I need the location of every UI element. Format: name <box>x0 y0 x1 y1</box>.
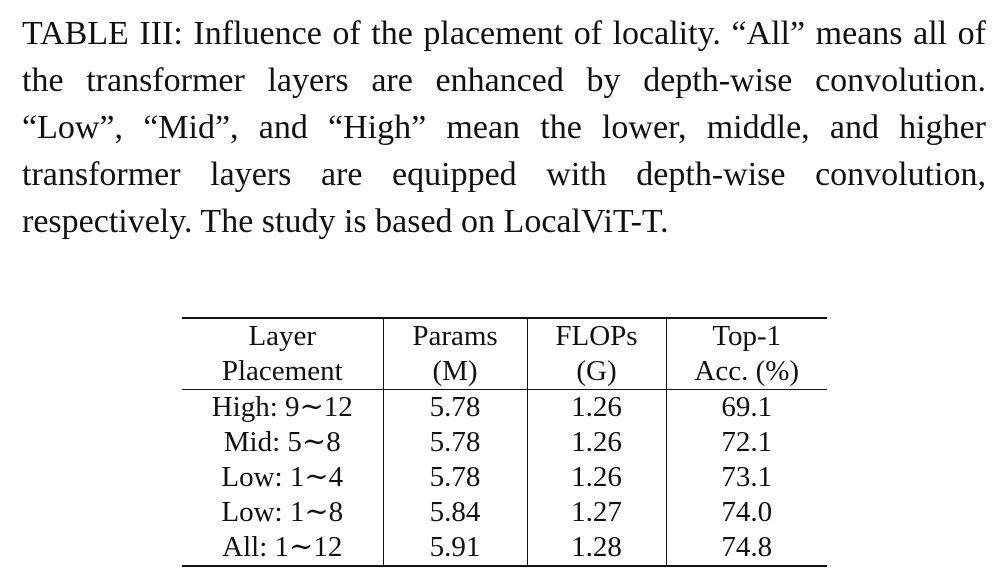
caption-label: TABLE III: <box>22 15 183 52</box>
table-cell: 1.26 <box>526 425 666 460</box>
header-row: Layer Params FLOPs Top-1 <box>182 317 827 354</box>
caption: TABLE III: Influence of the placement of… <box>22 10 986 245</box>
table-cell: 74.8 <box>665 530 827 567</box>
table-header: Layer Params FLOPs Top-1 Placement (M) (G) Acc.… <box>182 317 827 390</box>
table-cell: High: 9∼12 <box>211 391 353 423</box>
table-cell: 1.26 <box>526 460 666 495</box>
table-cell: 5.78 <box>382 460 527 495</box>
header-cell: (G) <box>526 354 666 390</box>
header-cell: Top-1 <box>665 317 827 354</box>
table-cell: 74.0 <box>665 495 827 530</box>
table-cell: 1.27 <box>526 495 666 530</box>
header-cell: (M) <box>382 354 527 390</box>
header-row: Placement (M) (G) Acc. (%) <box>182 354 827 390</box>
table-cell: 1.26 <box>526 389 666 425</box>
table-cell: 73.1 <box>665 460 827 495</box>
table-cell: 5.78 <box>382 425 527 460</box>
header-cell: FLOPs <box>526 317 666 354</box>
table-cell: Mid: 5∼8 <box>223 426 341 458</box>
header-cell: Acc. (%) <box>665 354 827 390</box>
table-cell: 72.1 <box>665 425 827 460</box>
table-cell: 5.91 <box>382 530 527 567</box>
table-row: Low: 1∼4 5.78 1.26 73.1 <box>182 460 827 495</box>
table-row: Low: 1∼8 5.84 1.27 74.0 <box>182 495 827 530</box>
table-cell: 5.84 <box>382 495 527 530</box>
table-cell: 1.28 <box>526 530 666 567</box>
table-row: All: 1∼12 5.91 1.28 74.8 <box>182 530 827 567</box>
table-cell: Low: 1∼4 <box>221 461 344 493</box>
table-row: High: 9∼12 5.78 1.26 69.1 <box>182 389 827 425</box>
caption-text: Influence of the placement of locality. … <box>22 15 987 240</box>
table-row: Mid: 5∼8 5.78 1.26 72.1 <box>182 425 827 460</box>
table-body: High: 9∼12 5.78 1.26 69.1 Mid: 5∼8 5.78 1.26 72… <box>182 389 827 567</box>
table-cell: Low: 1∼8 <box>221 496 344 528</box>
header-cell: Layer <box>182 317 383 354</box>
table-cell: All: 1∼12 <box>182 530 383 567</box>
table-cell: 69.1 <box>665 389 827 425</box>
header-cell: Placement <box>182 354 383 390</box>
header-cell: Params <box>382 317 527 354</box>
results-table: Layer Params FLOPs Top-1 Placement (M) (G) Acc.… <box>182 317 827 567</box>
table-cell: 5.78 <box>382 389 527 425</box>
